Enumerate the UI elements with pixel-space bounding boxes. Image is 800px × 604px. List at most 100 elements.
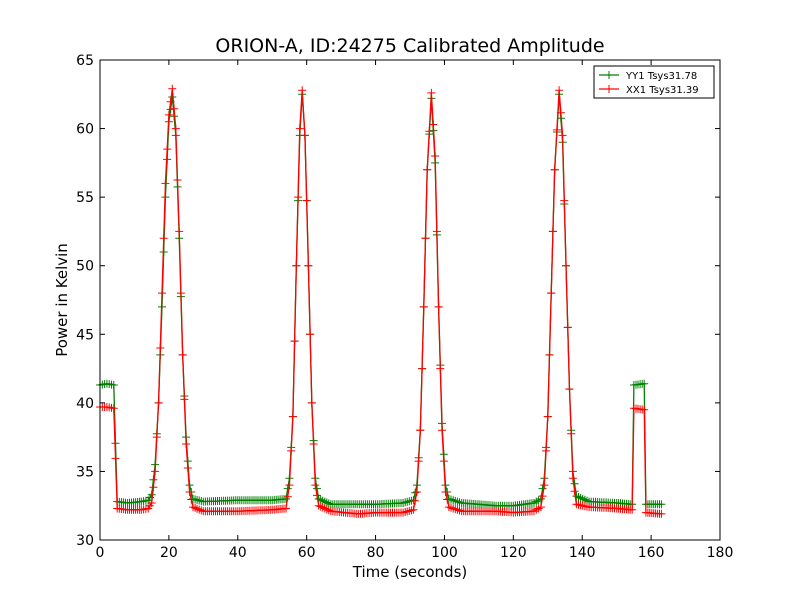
data-point-marker xyxy=(193,504,202,513)
data-point-marker xyxy=(320,504,329,513)
data-point-marker xyxy=(399,508,408,517)
data-point-marker xyxy=(159,234,168,243)
data-point-marker xyxy=(282,494,290,503)
data-point-marker xyxy=(427,88,436,97)
data-point-marker xyxy=(409,496,418,505)
data-point-marker xyxy=(444,494,453,503)
data-point-marker xyxy=(322,505,331,514)
data-point-marker xyxy=(563,323,572,332)
series-xx1 xyxy=(96,84,666,518)
data-point-marker xyxy=(439,457,448,466)
data-point-marker xyxy=(191,503,200,512)
x-tick-label: 160 xyxy=(638,545,665,561)
data-point-marker xyxy=(295,124,304,133)
data-point-marker xyxy=(538,492,547,501)
legend-box xyxy=(593,65,715,99)
data-point-marker xyxy=(294,193,303,202)
data-point-marker xyxy=(189,503,197,512)
data-point-marker xyxy=(657,500,666,509)
plot-area xyxy=(96,84,666,518)
data-point-marker xyxy=(287,446,296,455)
data-point-marker xyxy=(164,110,173,119)
data-point-marker xyxy=(173,176,182,184)
data-point-marker xyxy=(438,426,446,435)
data-point-marker xyxy=(320,497,329,506)
data-point-marker xyxy=(168,84,177,93)
data-point-marker xyxy=(288,412,297,421)
data-point-marker xyxy=(307,398,316,407)
data-point-marker xyxy=(195,496,204,505)
y-tick-label: 65 xyxy=(76,53,94,69)
data-point-marker xyxy=(151,467,160,476)
data-point-marker xyxy=(111,454,120,463)
data-point-marker xyxy=(324,499,333,508)
data-point-marker xyxy=(403,507,412,516)
data-point-marker xyxy=(436,364,445,373)
data-point-marker xyxy=(166,97,175,106)
data-point-marker xyxy=(195,505,204,514)
data-point-marker xyxy=(547,289,556,298)
data-point-marker xyxy=(109,381,118,389)
data-point-marker xyxy=(313,484,321,493)
data-point-marker xyxy=(572,492,581,501)
x-tick-label: 180 xyxy=(707,545,734,561)
data-point-marker xyxy=(149,483,158,492)
data-point-marker xyxy=(453,505,462,514)
data-point-marker xyxy=(555,86,564,95)
data-point-marker xyxy=(628,505,637,514)
y-tick-label: 55 xyxy=(76,190,94,206)
data-point-marker xyxy=(423,165,432,174)
data-point-marker xyxy=(441,488,450,496)
data-point-marker xyxy=(283,484,292,493)
x-tick-label: 80 xyxy=(367,545,385,561)
data-point-marker xyxy=(313,491,321,500)
x-tick-label: 20 xyxy=(160,545,178,561)
data-point-marker xyxy=(171,124,180,133)
data-point-marker xyxy=(536,503,545,512)
data-point-marker xyxy=(170,104,179,113)
x-tick-label: 100 xyxy=(431,545,458,561)
legend-swatch-marker xyxy=(605,71,613,79)
data-point-marker xyxy=(411,496,420,505)
legend-entry-label: XX1 Tsys31.39 xyxy=(626,85,699,96)
data-point-marker xyxy=(187,495,196,504)
data-point-marker xyxy=(152,433,161,442)
data-point-marker xyxy=(285,481,294,490)
data-point-marker xyxy=(324,506,333,515)
data-point-marker xyxy=(449,504,458,513)
data-point-marker xyxy=(283,492,292,501)
data-point-marker xyxy=(432,227,441,236)
data-point-marker xyxy=(556,108,565,117)
y-tick-label: 35 xyxy=(76,464,94,480)
data-point-marker xyxy=(431,152,440,160)
data-point-marker xyxy=(443,495,452,504)
data-point-marker xyxy=(180,395,189,404)
data-point-marker xyxy=(449,496,458,505)
data-point-marker xyxy=(419,302,428,311)
data-point-marker xyxy=(414,457,423,466)
data-point-marker xyxy=(292,261,301,270)
plot-frame xyxy=(99,59,721,541)
data-point-marker xyxy=(399,499,408,507)
data-point-marker xyxy=(318,503,327,512)
data-point-marker xyxy=(451,496,460,505)
data-point-marker xyxy=(560,196,569,205)
data-point-marker xyxy=(314,501,323,510)
data-point-marker xyxy=(640,405,649,414)
data-point-marker xyxy=(183,464,192,472)
data-point-marker xyxy=(163,145,172,154)
data-point-marker xyxy=(322,498,331,507)
data-point-marker xyxy=(407,506,416,515)
data-point-marker xyxy=(302,196,311,205)
x-tick-label: 0 xyxy=(96,545,105,561)
data-point-marker xyxy=(300,131,309,140)
data-point-marker xyxy=(550,165,559,174)
y-tick-label: 30 xyxy=(76,533,94,549)
data-point-marker xyxy=(185,488,194,496)
data-point-marker xyxy=(175,227,184,236)
data-point-marker xyxy=(311,481,320,490)
data-point-marker xyxy=(178,350,187,359)
data-point-marker xyxy=(434,302,443,311)
data-point-marker xyxy=(158,289,166,298)
data-point-marker xyxy=(552,125,561,134)
